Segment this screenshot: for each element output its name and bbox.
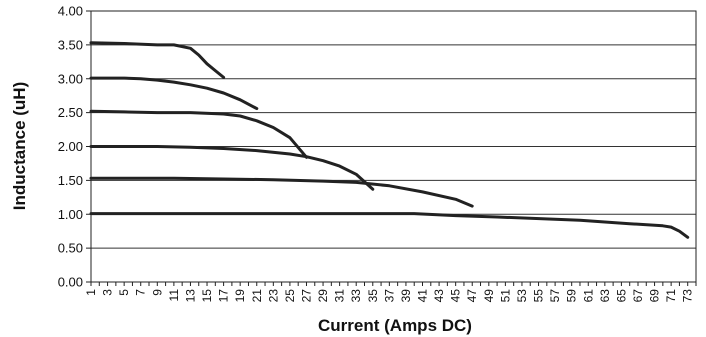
x-tick-label: 17 bbox=[217, 289, 231, 303]
x-tick-label: 61 bbox=[581, 289, 595, 303]
y-tick-label: 0.50 bbox=[58, 241, 83, 256]
x-tick-label: 31 bbox=[333, 289, 347, 303]
series-line-5 bbox=[89, 176, 474, 208]
y-tick-label: 0.00 bbox=[58, 275, 83, 290]
y-tick-label: 1.00 bbox=[58, 207, 83, 222]
x-tick-label: 25 bbox=[283, 289, 297, 303]
x-tick-label: 71 bbox=[664, 289, 678, 303]
x-tick-label: 37 bbox=[382, 289, 396, 303]
y-axis-ticks: 0.00 0.50 1.00 1.50 2.00 2.50 3.00 3.50 4.00 bbox=[58, 4, 91, 290]
x-tick-label: 13 bbox=[183, 289, 197, 303]
y-tick-label: 3.50 bbox=[58, 37, 83, 52]
y-axis-title: Inductance (uH) bbox=[10, 82, 29, 210]
x-tick-label: 19 bbox=[233, 289, 247, 303]
x-tick-label: 1 bbox=[84, 289, 98, 296]
series-line-2 bbox=[89, 76, 259, 111]
x-tick-label: 59 bbox=[565, 289, 579, 303]
x-axis-ticks: 1 3 5 7 9 11 13 15 17 19 21 23 25 27 29 31 33 35 37 39 41 43 4… bbox=[84, 282, 697, 303]
x-tick-label: 55 bbox=[532, 289, 546, 303]
x-tick-label: 29 bbox=[316, 289, 330, 303]
x-tick-label: 67 bbox=[631, 289, 645, 303]
x-tick-label: 57 bbox=[548, 289, 562, 303]
x-tick-label: 27 bbox=[299, 289, 313, 303]
x-tick-label: 33 bbox=[349, 289, 363, 303]
x-tick-label: 41 bbox=[416, 289, 430, 303]
series-line-3 bbox=[89, 109, 308, 159]
series-lines bbox=[89, 41, 690, 239]
x-tick-label: 21 bbox=[250, 289, 264, 303]
y-tick-label: 3.00 bbox=[58, 71, 83, 86]
x-axis-title: Current (Amps DC) bbox=[318, 316, 472, 335]
x-tick-label: 9 bbox=[150, 289, 164, 296]
x-tick-label: 23 bbox=[266, 289, 280, 303]
series-line-1 bbox=[89, 41, 226, 79]
x-tick-label: 53 bbox=[515, 289, 529, 303]
series-line-4 bbox=[89, 145, 375, 191]
x-tick-label: 11 bbox=[167, 289, 181, 302]
x-tick-label: 63 bbox=[598, 289, 612, 303]
y-tick-label: 2.50 bbox=[58, 105, 83, 120]
x-tick-label: 3 bbox=[101, 289, 115, 296]
x-tick-label: 39 bbox=[399, 289, 413, 303]
x-tick-label: 73 bbox=[681, 289, 695, 303]
x-tick-label: 45 bbox=[449, 289, 463, 303]
x-tick-label: 5 bbox=[117, 289, 131, 296]
y-tick-label: 1.50 bbox=[58, 173, 83, 188]
y-tick-label: 4.00 bbox=[58, 4, 83, 19]
x-tick-label: 43 bbox=[432, 289, 446, 303]
x-tick-label: 15 bbox=[200, 289, 214, 303]
x-tick-label: 69 bbox=[648, 289, 662, 303]
x-tick-label: 7 bbox=[134, 289, 148, 296]
x-tick-label: 47 bbox=[465, 289, 479, 303]
x-tick-label: 51 bbox=[498, 289, 512, 303]
x-tick-label: 65 bbox=[614, 289, 628, 303]
x-tick-label: 49 bbox=[482, 289, 496, 303]
y-tick-label: 2.00 bbox=[58, 139, 83, 154]
series-line-6 bbox=[89, 212, 690, 239]
x-tick-label: 35 bbox=[366, 289, 380, 303]
